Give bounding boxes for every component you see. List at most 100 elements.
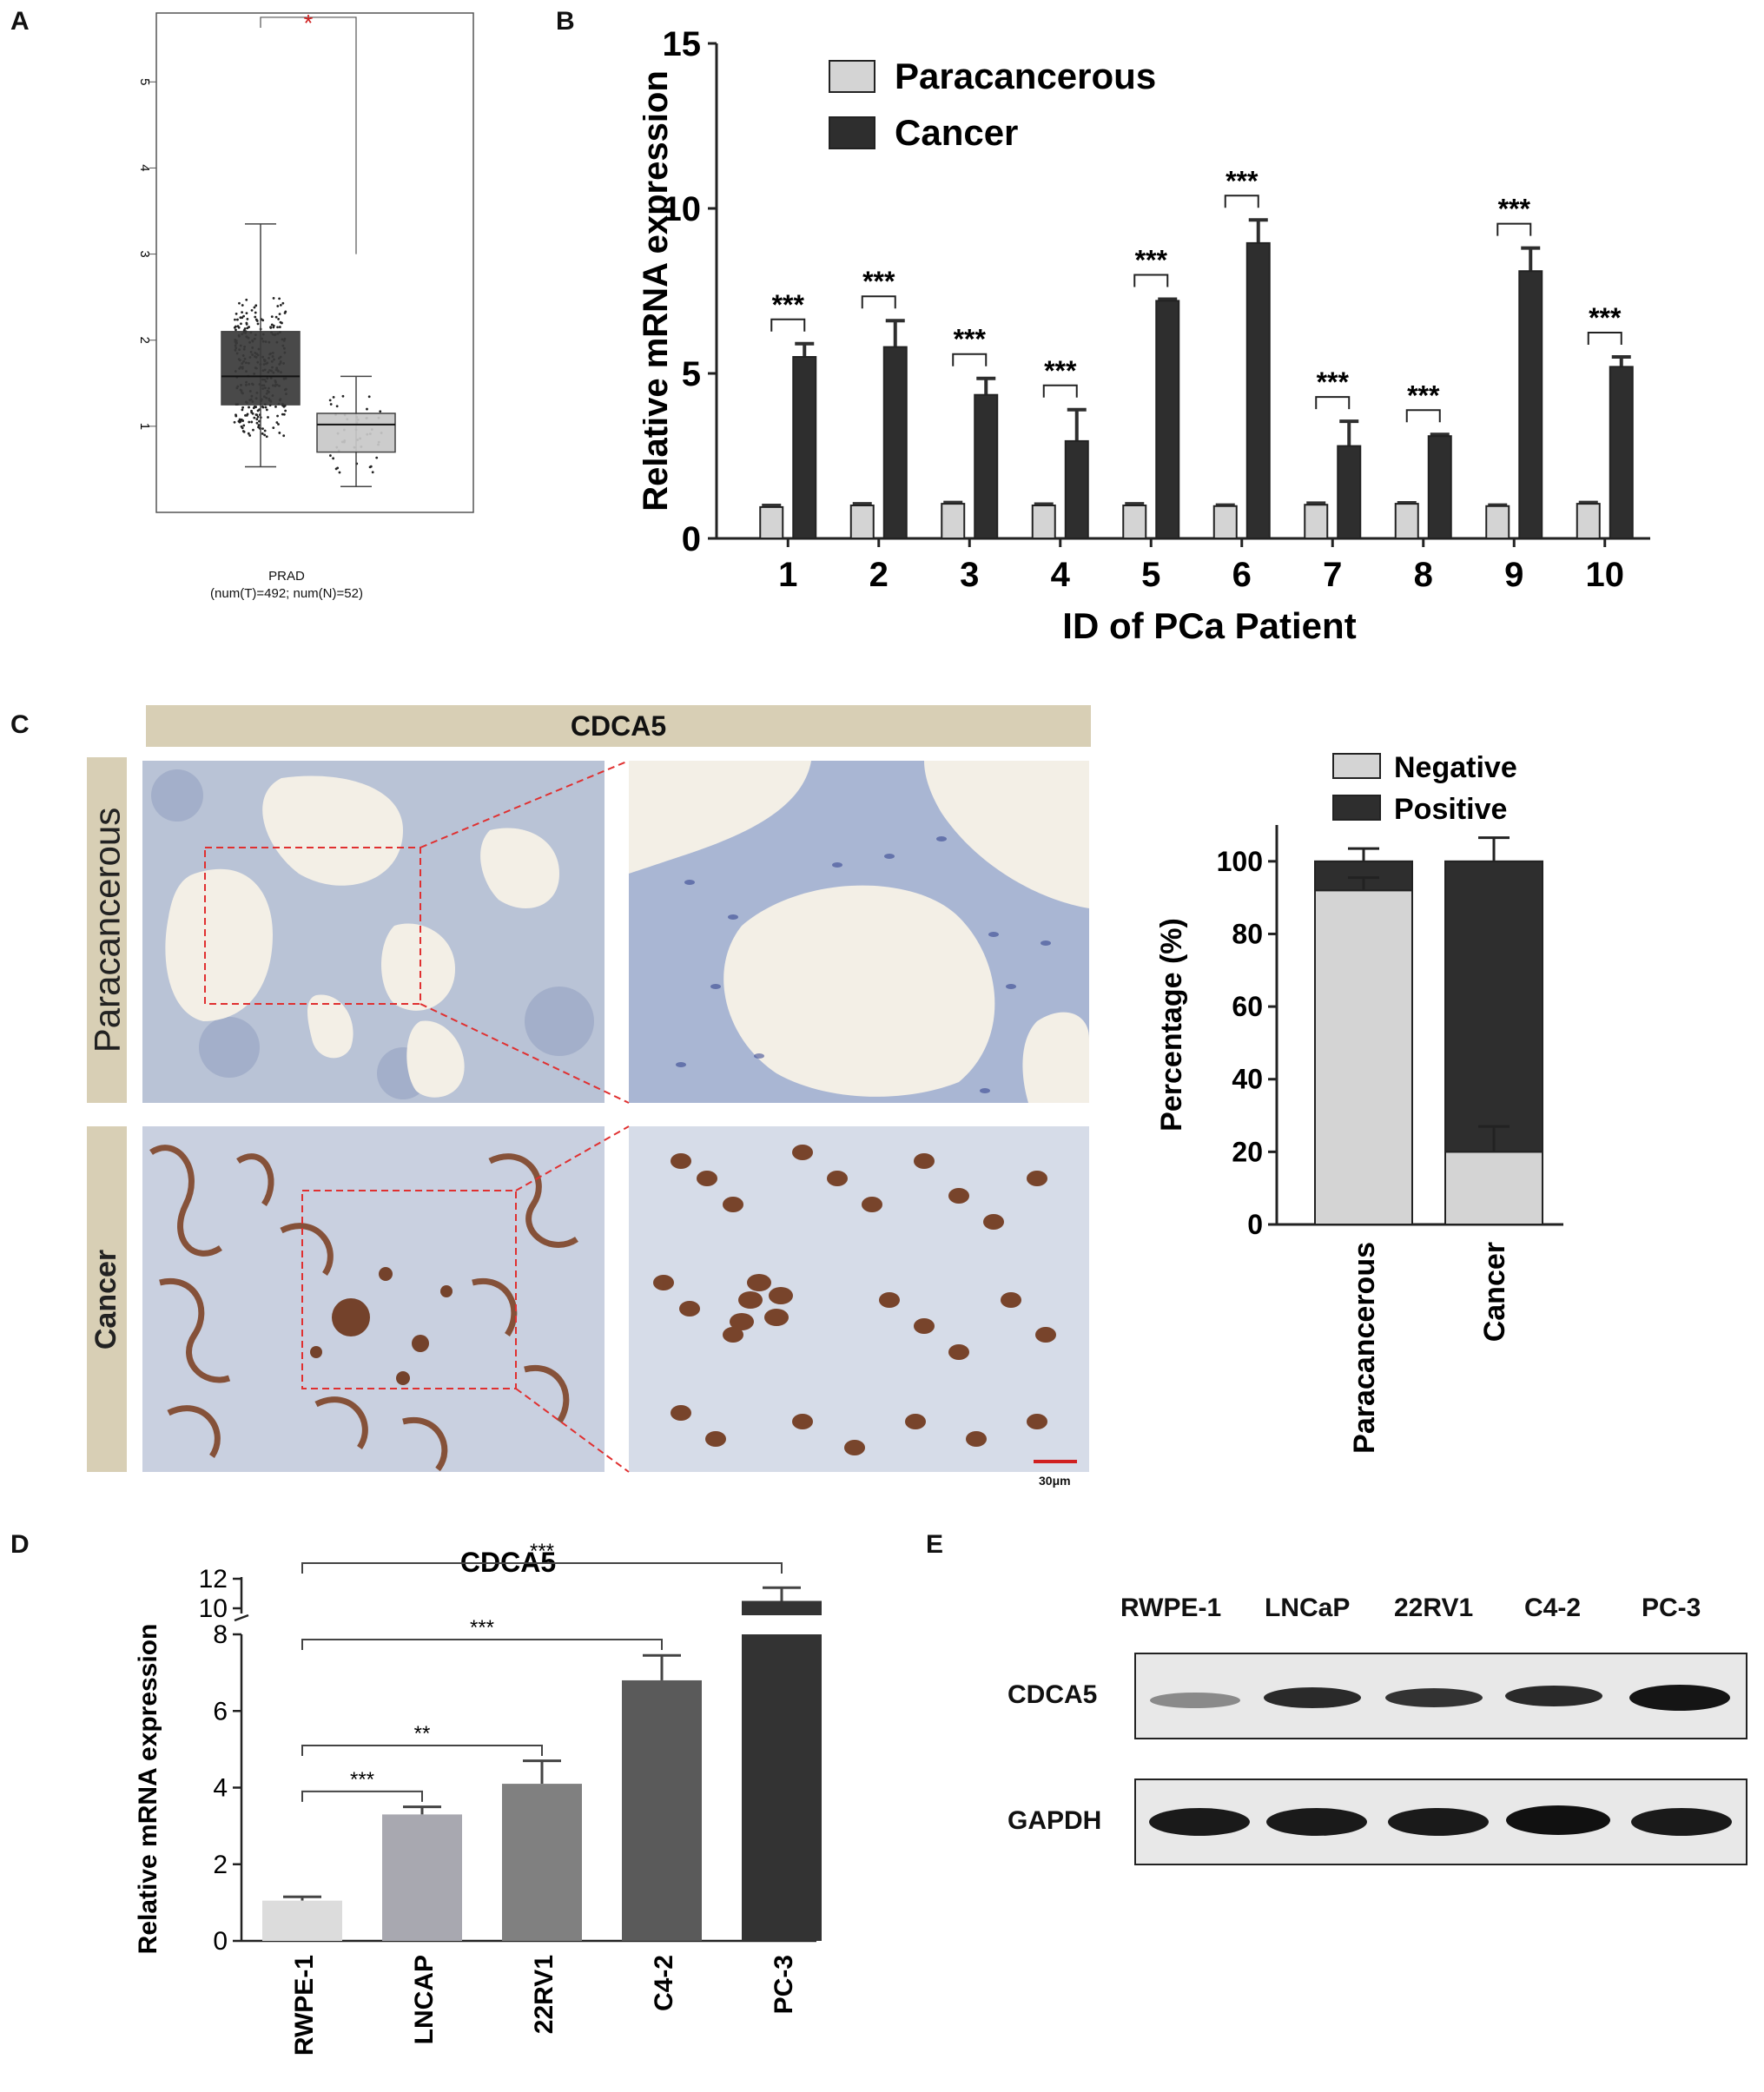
bar-Cancer-8 (1427, 435, 1452, 540)
data-point (241, 406, 245, 409)
bar-Paracancerous-7 (1304, 504, 1329, 539)
data-point (284, 310, 287, 313)
x-tick-label-4: 4 (1051, 556, 1071, 594)
y-tick-label-0: 0 (1247, 1209, 1263, 1240)
y-axis-label: Relative mRNA expression (643, 70, 675, 511)
data-point (246, 412, 249, 416)
legend-label-Negative: Negative (1394, 751, 1517, 784)
y-axis-label: Relative mRNA expression (134, 1624, 162, 1955)
data-point (240, 322, 242, 326)
y-tick-label-60: 60 (1232, 991, 1263, 1022)
comparison-bracket-22RV1 (301, 1744, 543, 1756)
data-point (253, 306, 256, 309)
x-tick-label-8: 8 (1414, 556, 1433, 594)
legend-label-Paracancerous: Paracancerous (895, 56, 1156, 96)
data-point (248, 434, 252, 437)
data-point (253, 416, 256, 419)
data-point (278, 326, 281, 328)
x-tick-label-9: 9 (1504, 556, 1523, 594)
bar-Paracancerous-5 (1122, 505, 1147, 539)
bar-22RV1 (502, 1784, 582, 1941)
data-point (240, 418, 243, 421)
data-point (257, 426, 260, 429)
significance-label-10: *** (1589, 302, 1622, 333)
panel-label-e: E (926, 1530, 944, 1559)
data-point (256, 322, 260, 326)
data-point (252, 406, 255, 410)
data-point (332, 395, 335, 399)
y-tick-label-4: 4 (137, 164, 152, 171)
data-point (261, 405, 264, 408)
data-point (371, 471, 374, 474)
y-tick-label-10: 10 (199, 1594, 228, 1623)
bar-Paracancerous-4 (1031, 505, 1056, 539)
y-tick-label-15: 15 (663, 25, 702, 63)
data-point (369, 465, 373, 468)
data-point (241, 430, 245, 432)
data-point (329, 403, 333, 406)
comparison-label-PC-3: *** (530, 1540, 554, 1563)
x-tick-label-10: 10 (1586, 556, 1625, 594)
legend-swatch-Cancer (829, 116, 875, 149)
data-point (278, 313, 281, 316)
axis-break-mark (234, 1614, 249, 1622)
comparison-bracket-C4-2 (301, 1639, 663, 1650)
data-point (254, 311, 257, 314)
band-gapdh-pc3 (1631, 1808, 1732, 1836)
data-point (329, 454, 332, 457)
blot-lane-label-c4-2: C4-2 (1524, 1594, 1582, 1622)
data-point (245, 321, 248, 325)
significance-label-7: *** (1317, 366, 1350, 398)
significance-label-5: *** (1135, 245, 1168, 276)
bar-Negative-Paracancerous (1314, 889, 1413, 1225)
significance-label-1: *** (772, 289, 805, 320)
blot-strip-gapdh (1134, 1779, 1747, 1865)
significance-bracket-2 (861, 295, 896, 309)
box-N (316, 412, 396, 453)
data-point (274, 405, 277, 408)
significance-star: * (304, 10, 314, 36)
y-tick-label-4: 4 (213, 1774, 228, 1803)
data-point (261, 432, 264, 435)
x-tick-label-C4-2: C4-2 (650, 1955, 678, 2011)
bar-C4-2 (622, 1680, 702, 1941)
data-point (255, 421, 259, 425)
data-point (235, 413, 237, 417)
x-tick-label-7: 7 (1323, 556, 1342, 594)
legend-swatch-Positive (1332, 795, 1381, 821)
y-tick-label-12: 12 (199, 1565, 228, 1594)
data-point (246, 318, 249, 320)
y-tick-label-5: 5 (137, 78, 152, 85)
bar-Cancer-3 (974, 393, 999, 540)
significance-bracket-5 (1133, 274, 1169, 287)
band-gapdh-c42 (1506, 1805, 1610, 1835)
data-point (245, 312, 248, 315)
significance-bracket (260, 16, 357, 254)
bar-Cancer-4 (1064, 439, 1089, 539)
panel-c-row-label-paracancerous: Paracancerous (86, 757, 127, 1103)
y-tick-label-80: 80 (1232, 918, 1263, 949)
panel-c-row-label-cancer: Cancer (87, 1126, 127, 1472)
bar-Paracancerous-9 (1485, 505, 1510, 540)
bar-Cancer-5 (1155, 300, 1180, 539)
band-gapdh-lncap (1266, 1808, 1367, 1836)
data-point (263, 433, 267, 437)
data-point (248, 420, 251, 424)
significance-label-6: *** (1226, 165, 1259, 196)
significance-bracket-3 (952, 353, 988, 366)
panel-label-b: B (556, 7, 575, 36)
data-point (332, 457, 335, 460)
data-point (254, 406, 257, 408)
data-point (277, 318, 281, 320)
data-point (242, 424, 246, 427)
bar-upper-PC-3 (742, 1600, 822, 1615)
bar-Negative-Cancer (1444, 1151, 1543, 1226)
y-tick-label-10: 10 (663, 190, 702, 228)
blot-lane-label-pc-3: PC-3 (1642, 1594, 1701, 1622)
y-tick-label-8: 8 (213, 1620, 228, 1649)
data-point (255, 413, 259, 417)
significance-bracket-8 (1405, 409, 1441, 423)
data-point (246, 327, 249, 330)
data-point (282, 434, 286, 438)
band-cdca5-rwpe1 (1150, 1693, 1240, 1708)
